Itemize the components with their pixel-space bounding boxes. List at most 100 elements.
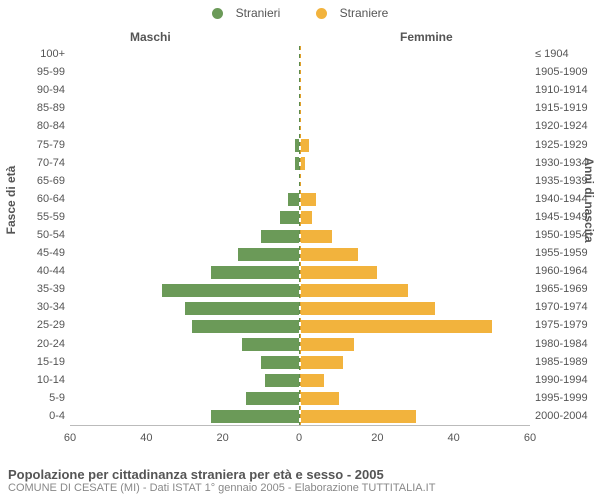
bar-female — [301, 193, 316, 206]
age-label: 25-29 — [20, 319, 65, 331]
bar-row-female — [301, 103, 530, 116]
bar-male — [211, 410, 299, 423]
bar-female — [301, 374, 324, 387]
bar-row-male — [70, 374, 299, 387]
footer-title: Popolazione per cittadinanza straniera p… — [8, 467, 592, 482]
birth-year-label: 1915-1919 — [535, 102, 588, 114]
bar-row-female — [301, 175, 530, 188]
bar-male — [211, 266, 299, 279]
age-label: 95-99 — [20, 66, 65, 78]
age-label: 90-94 — [20, 84, 65, 96]
age-label: 100+ — [20, 48, 65, 60]
bar-row-male — [70, 139, 299, 152]
x-tick-label: 60 — [64, 432, 76, 444]
birth-year-label: 1965-1969 — [535, 283, 588, 295]
x-tick-label: 60 — [524, 432, 536, 444]
birth-year-label: 1905-1909 — [535, 66, 588, 78]
age-label: 55-59 — [20, 211, 65, 223]
x-tick-label: 0 — [296, 432, 302, 444]
bar-male — [192, 320, 299, 333]
birth-year-label: 1970-1974 — [535, 301, 588, 313]
bar-row-female — [301, 320, 530, 333]
birth-year-label: 1925-1929 — [535, 139, 588, 151]
birth-year-label: 1995-1999 — [535, 392, 588, 404]
bar-female — [301, 139, 309, 152]
bar-row-female — [301, 392, 530, 405]
bar-female — [301, 248, 358, 261]
bar-row-female — [301, 230, 530, 243]
bar-row-male — [70, 410, 299, 423]
birth-year-label: 1950-1954 — [535, 229, 588, 241]
bar-female — [301, 338, 354, 351]
legend-male: Stranieri — [204, 6, 289, 20]
legend-male-label: Stranieri — [236, 6, 281, 20]
bar-female — [301, 266, 377, 279]
age-label: 45-49 — [20, 247, 65, 259]
age-label: 65-69 — [20, 175, 65, 187]
bar-male — [242, 338, 299, 351]
age-label: 20-24 — [20, 338, 65, 350]
bar-row-female — [301, 374, 530, 387]
bar-row-female — [301, 139, 530, 152]
birth-year-label: 1920-1924 — [535, 120, 588, 132]
bar-female — [301, 230, 332, 243]
y-axis-title-left: Fasce di età — [4, 166, 18, 235]
bar-female — [301, 157, 305, 170]
legend-female-dot — [316, 8, 327, 19]
bar-male — [246, 392, 299, 405]
column-title-male: Maschi — [130, 30, 171, 44]
age-label: 0-4 — [20, 410, 65, 422]
bar-row-male — [70, 284, 299, 297]
column-title-female: Femmine — [400, 30, 453, 44]
bar-row-female — [301, 67, 530, 80]
bar-male — [185, 302, 300, 315]
birth-year-label: 1930-1934 — [535, 157, 588, 169]
bar-row-female — [301, 302, 530, 315]
bar-row-female — [301, 410, 530, 423]
population-pyramid-chart: Stranieri Straniere Maschi Femmine Fasce… — [0, 0, 600, 500]
bar-row-male — [70, 121, 299, 134]
bar-male — [265, 374, 299, 387]
birth-year-label: ≤ 1904 — [535, 48, 569, 60]
birth-year-label: 1910-1914 — [535, 84, 588, 96]
bar-female — [301, 284, 408, 297]
bar-row-female — [301, 338, 530, 351]
bar-row-male — [70, 85, 299, 98]
bar-row-female — [301, 248, 530, 261]
bar-row-female — [301, 356, 530, 369]
bar-row-female — [301, 266, 530, 279]
bar-male — [238, 248, 299, 261]
birth-year-label: 1945-1949 — [535, 211, 588, 223]
bar-row-female — [301, 193, 530, 206]
bar-female — [301, 392, 339, 405]
x-tick-label: 20 — [217, 432, 229, 444]
age-label: 60-64 — [20, 193, 65, 205]
birth-year-label: 1980-1984 — [535, 338, 588, 350]
bar-row-female — [301, 157, 530, 170]
x-tick-label: 40 — [140, 432, 152, 444]
x-axis-line — [70, 425, 530, 426]
age-label: 70-74 — [20, 157, 65, 169]
birth-year-label: 1960-1964 — [535, 265, 588, 277]
bar-row-male — [70, 266, 299, 279]
bar-male — [280, 211, 299, 224]
age-label: 30-34 — [20, 301, 65, 313]
bar-row-female — [301, 49, 530, 62]
bar-row-male — [70, 230, 299, 243]
legend-female: Straniere — [308, 6, 397, 20]
legend-female-label: Straniere — [340, 6, 389, 20]
birth-year-label: 1940-1944 — [535, 193, 588, 205]
bar-male — [261, 230, 299, 243]
birth-year-label: 1990-1994 — [535, 374, 588, 386]
age-label: 15-19 — [20, 356, 65, 368]
chart-footer: Popolazione per cittadinanza straniera p… — [8, 467, 592, 494]
bar-row-female — [301, 211, 530, 224]
age-label: 5-9 — [20, 392, 65, 404]
bar-row-male — [70, 193, 299, 206]
birth-year-label: 1935-1939 — [535, 175, 588, 187]
bar-female — [301, 211, 312, 224]
plot-area: 6040200204060 — [70, 46, 530, 426]
birth-year-label: 1955-1959 — [535, 247, 588, 259]
bar-row-male — [70, 49, 299, 62]
bar-male — [288, 193, 299, 206]
